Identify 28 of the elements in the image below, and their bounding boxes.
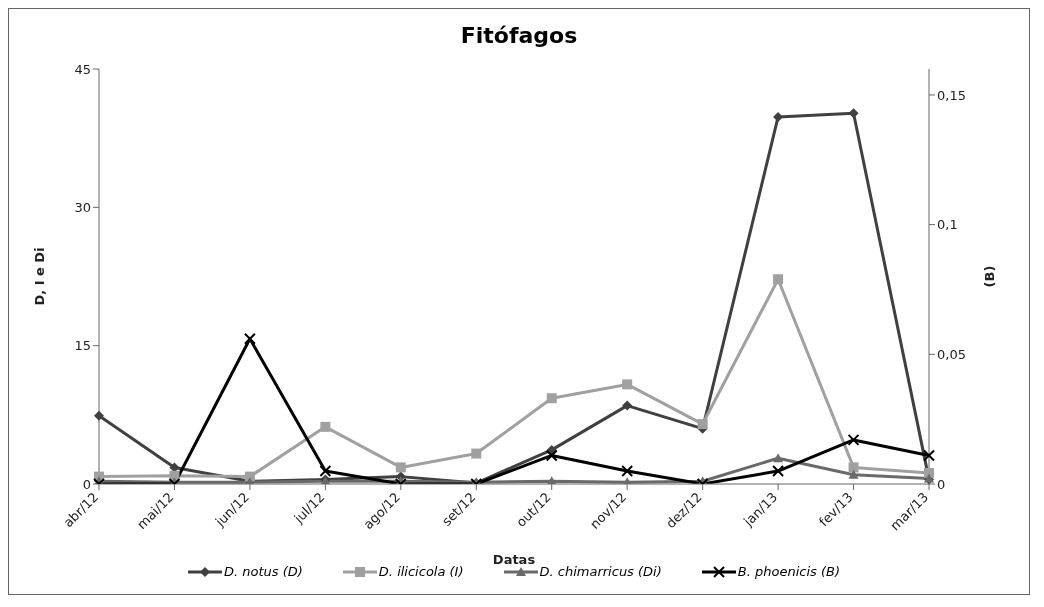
point xyxy=(320,421,331,432)
y2-axis-title: (B) xyxy=(981,265,997,288)
x-axis-title: Datas xyxy=(492,552,536,567)
point xyxy=(848,469,859,479)
point xyxy=(697,419,708,430)
chart-title: Fitófagos xyxy=(459,22,579,50)
legend-label: D. ilicicola (I) xyxy=(378,564,464,579)
y-tick-label: 45 xyxy=(74,61,91,77)
y-tick-label: 15 xyxy=(74,338,91,354)
point xyxy=(773,274,784,285)
point xyxy=(622,379,633,390)
point xyxy=(395,462,406,473)
legend-label: D. notus (D) xyxy=(223,564,303,579)
y-tick-label: 30 xyxy=(74,199,91,215)
y-tick-label: 0 xyxy=(82,476,91,492)
point xyxy=(848,462,859,473)
legend-label: D. chimarricus (Di) xyxy=(539,564,662,579)
legend-label: B. phoenicis (B) xyxy=(737,564,841,579)
point xyxy=(773,453,784,463)
y2-tick-label: 0,05 xyxy=(937,346,966,362)
point xyxy=(94,410,104,421)
y-axis-title: D, I e Di xyxy=(31,247,47,306)
point xyxy=(622,400,633,411)
y2-tick-label: 0,1 xyxy=(937,217,958,233)
y2-tick-label: 0,15 xyxy=(937,87,966,103)
point xyxy=(471,448,482,459)
point xyxy=(546,393,557,404)
y2-tick-label: 0 xyxy=(937,476,946,492)
